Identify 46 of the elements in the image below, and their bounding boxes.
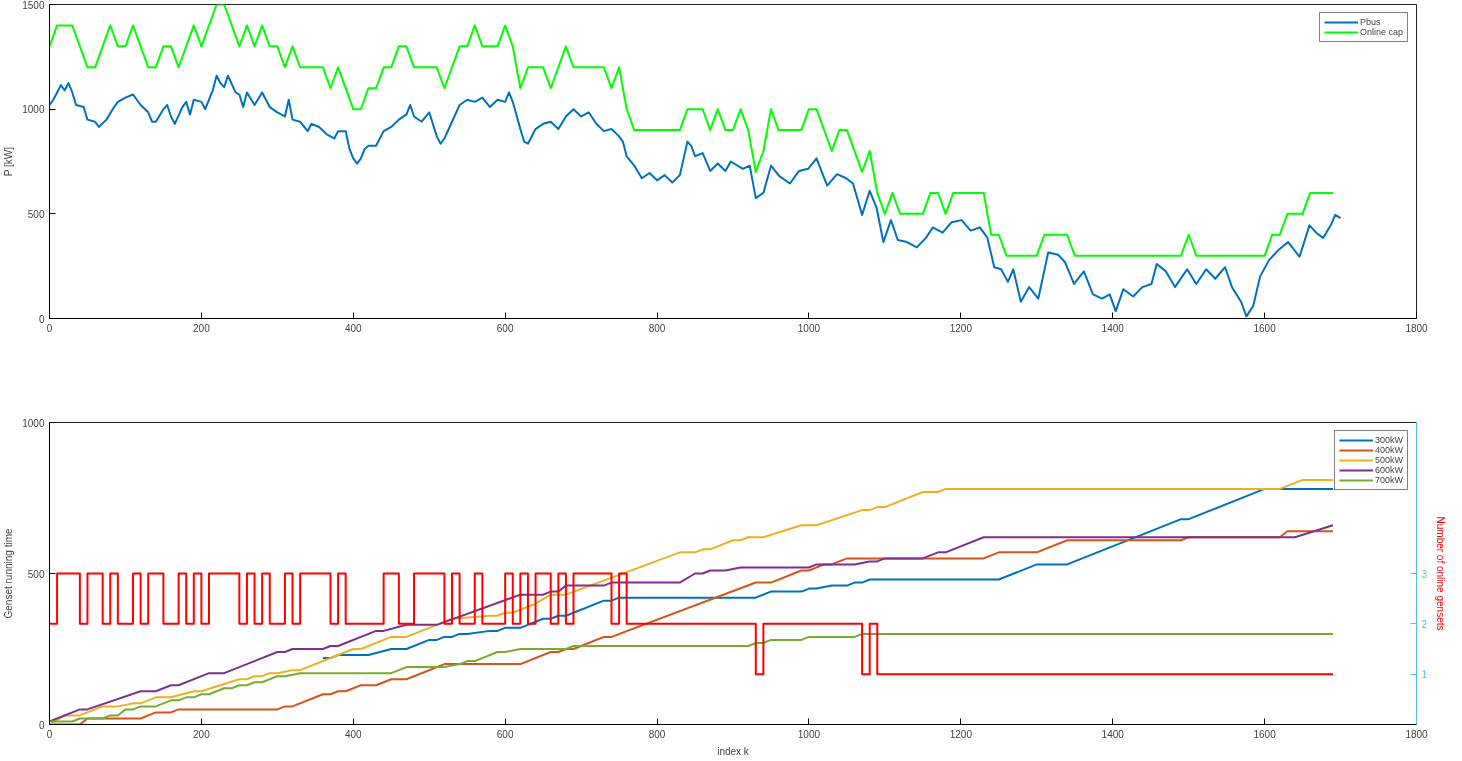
y-tick-label: 1500 bbox=[22, 0, 45, 11]
y-tick-label: 500 bbox=[27, 568, 45, 580]
x-tick-label: 1600 bbox=[1253, 322, 1277, 334]
legend-label: Pbus bbox=[1359, 17, 1381, 27]
x-tick-label: 1400 bbox=[1101, 728, 1125, 740]
legend-label: 700kW bbox=[1374, 475, 1403, 485]
legend-label: 500kW bbox=[1374, 455, 1403, 465]
x-tick-label: 0 bbox=[46, 728, 53, 740]
y-tick-label: 500 bbox=[27, 208, 45, 220]
y-axis-title: P [kW] bbox=[3, 146, 15, 177]
x-tick-label: 200 bbox=[193, 322, 211, 334]
y2-tick-label: 2 bbox=[1421, 618, 1428, 630]
y-axis-title: Genset running time bbox=[3, 528, 15, 619]
y2-tick-label: 1 bbox=[1421, 669, 1428, 681]
x-tick-label: 400 bbox=[344, 322, 363, 334]
x-tick-label: 800 bbox=[648, 322, 666, 334]
x-tick-label: 1200 bbox=[949, 728, 973, 740]
x-tick-label: 1000 bbox=[797, 322, 821, 334]
legend-label: 300kW bbox=[1374, 435, 1403, 445]
x-tick-label: 600 bbox=[496, 728, 514, 740]
y2-tick-label: 3 bbox=[1421, 568, 1428, 580]
x-tick-label: 600 bbox=[496, 322, 514, 334]
x-tick-label: 1600 bbox=[1253, 728, 1277, 740]
x-tick-label: 400 bbox=[344, 728, 363, 740]
x-tick-label: 0 bbox=[46, 322, 53, 334]
line-series bbox=[49, 478, 1334, 725]
x-tick-label: 1200 bbox=[949, 322, 973, 334]
y2-axis-title: Number of online gensets bbox=[1435, 516, 1447, 631]
x-tick-label: 1000 bbox=[797, 728, 821, 740]
legend-label: 600kW bbox=[1374, 465, 1403, 475]
legend-label: Online cap bbox=[1359, 27, 1403, 37]
y-tick-label: 0 bbox=[38, 719, 45, 731]
line-series bbox=[321, 487, 1334, 660]
x-tick-label: 1800 bbox=[1405, 728, 1429, 740]
legend-label: 400kW bbox=[1374, 445, 1403, 455]
x-tick-label: 1400 bbox=[1101, 322, 1125, 334]
x-axis-title: index k bbox=[717, 745, 750, 757]
x-tick-label: 200 bbox=[193, 728, 211, 740]
y-tick-label: 1000 bbox=[22, 417, 45, 429]
line-series bbox=[49, 74, 1342, 318]
line-series bbox=[49, 632, 1334, 723]
line-series bbox=[49, 4, 1334, 257]
y-tick-label: 0 bbox=[38, 313, 45, 325]
y-tick-label: 1000 bbox=[22, 104, 45, 116]
x-tick-label: 1800 bbox=[1405, 322, 1429, 334]
x-tick-label: 800 bbox=[648, 728, 666, 740]
